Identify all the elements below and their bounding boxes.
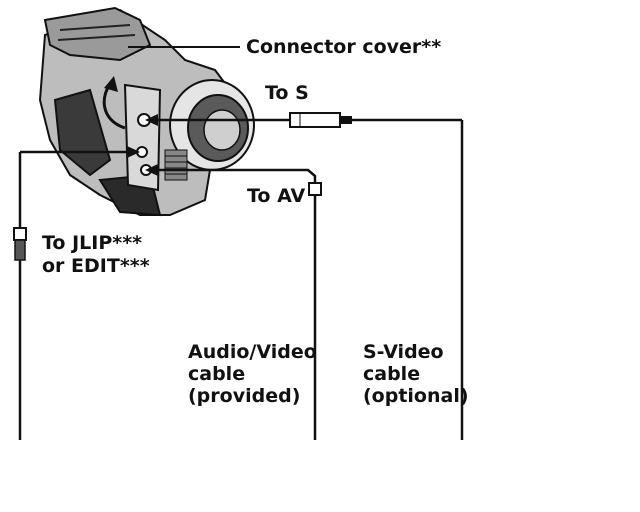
av-cable	[145, 164, 322, 440]
av-cable-label-line2: cable	[188, 363, 246, 385]
to-s-label: To S	[265, 82, 309, 104]
svideo-cable-label-line2: cable	[363, 363, 421, 385]
jlip-edit-cable	[13, 146, 140, 440]
svideo-cable-label-line1: S-Video	[363, 341, 444, 363]
connector-cover-label: Connector cover**	[246, 36, 442, 58]
camcorder-illustration	[38, 6, 255, 217]
av-cable-label-line3: (provided)	[188, 385, 301, 407]
to-av-label: To AV	[247, 185, 306, 207]
s-video-cable	[145, 112, 464, 440]
av-cable-label-line1: Audio/Video	[188, 341, 317, 363]
svideo-cable-label-line3: (optional)	[363, 385, 469, 407]
to-edit-label: or EDIT***	[42, 255, 150, 277]
to-jlip-label: To JLIP***	[42, 232, 143, 254]
